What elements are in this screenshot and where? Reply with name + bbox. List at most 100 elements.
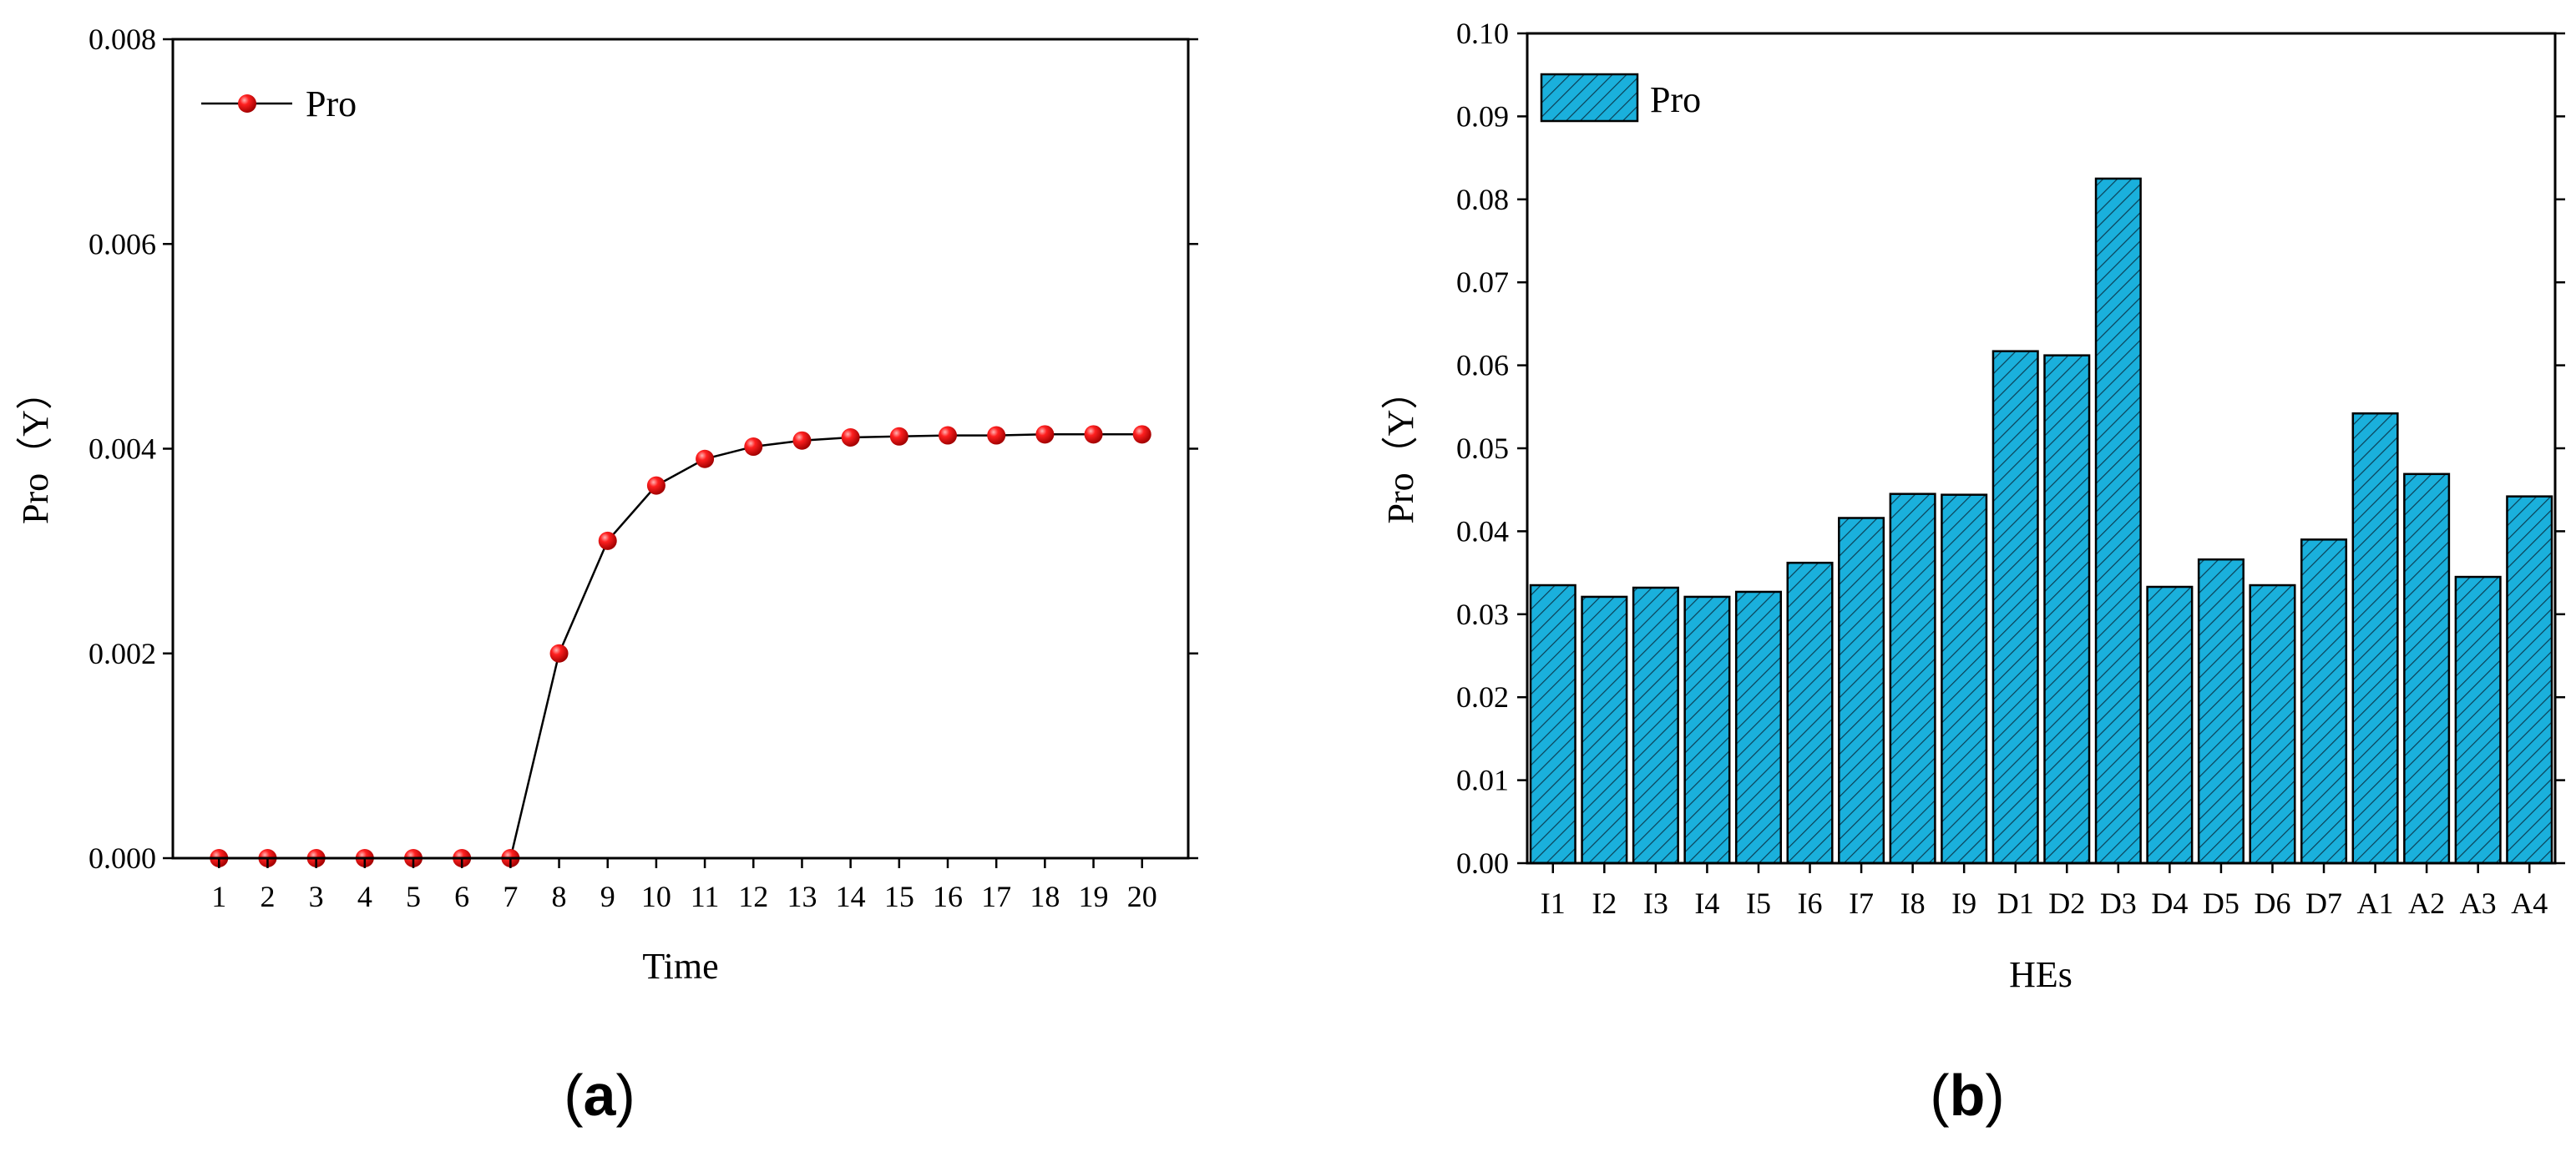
bar-chart-marks [1529,177,2553,865]
bar-i8 [1889,493,1936,865]
data-point [1084,425,1103,444]
x-tick-label: 13 [787,880,817,913]
data-point [1132,425,1151,444]
data-point [889,427,908,446]
x-tick-label: A3 [2460,887,2497,920]
panel-label-a: (a) [564,1063,635,1128]
y-tick-label: 0.06 [1456,349,1509,382]
x-tick-label: A1 [2357,887,2394,920]
bar-d2 [2043,354,2091,865]
y-axis-ticks: 0.00 0.01 0.02 0.03 0.04 0.05 0.06 0.07 0.08 0.09… [1456,17,2565,880]
line-chart-marks [210,425,1151,867]
x-axis-title: HEs [2009,954,2072,995]
bar-a2 [2403,472,2451,865]
x-tick-label: 16 [933,880,963,913]
x-tick-label: D2 [2048,887,2085,920]
y-tick-label: 0.07 [1456,265,1509,299]
data-point [939,426,957,445]
plot-frame [1526,32,2557,865]
bar-d4 [2146,585,2194,865]
data-point [646,476,666,495]
y-tick-label: 0.000 [89,841,156,875]
data-point [696,449,715,468]
series-line-pro [219,433,1142,860]
y-tick-label: 0.08 [1456,183,1509,216]
x-tick-label: D5 [2203,887,2239,920]
data-point [549,644,569,663]
bar-a1 [2351,412,2399,865]
bar-i6 [1786,561,1834,865]
x-tick-label: I2 [1592,887,1617,920]
x-tick-label: 17 [981,880,1011,913]
data-point [744,437,763,457]
x-tick-label: 15 [884,880,914,913]
bar-i3 [1632,586,1679,865]
data-point [987,426,1006,445]
x-tick-label: 8 [552,880,567,913]
bar-i9 [1941,493,1988,865]
bar-i1 [1529,584,1576,865]
x-tick-label: D1 [1997,887,2034,920]
bar-i4 [1683,595,1731,865]
x-tick-label: 12 [738,880,768,913]
y-tick-label: 0.05 [1456,432,1509,465]
y-tick-label: 0.006 [89,227,156,260]
y-tick-label: 0.09 [1456,99,1509,133]
x-tick-label: D4 [2151,887,2188,920]
y-tick-label: 0.008 [89,23,156,56]
bar-d6 [2249,584,2296,865]
y-tick-label: 0.01 [1456,764,1509,797]
y-tick-label: 0.03 [1456,598,1509,631]
x-tick-label: 2 [260,880,275,913]
legend: Pro [1540,73,1701,123]
x-tick-label: I7 [1849,887,1874,920]
x-tick-label: 9 [600,880,615,913]
panel-label-b: (b) [1930,1063,2004,1128]
x-tick-label: 18 [1030,880,1060,913]
y-tick-label: 0.04 [1456,514,1509,548]
y-axis-title: Pro（Y） [15,373,56,524]
y-tick-label: 0.004 [89,432,156,466]
bar-chart-panel: 0.00 0.01 0.02 0.03 0.04 0.05 0.06 0.07 0.08 0.09… [1380,17,2565,1128]
x-tick-label: I1 [1541,887,1566,920]
x-tick-label: A4 [2511,887,2548,920]
bar-d7 [2300,538,2348,865]
bar-d5 [2197,558,2245,865]
data-point [792,431,812,450]
y-tick-label: 0.02 [1456,680,1509,714]
data-point [1035,425,1055,444]
x-tick-label: 19 [1079,880,1109,913]
bar-d1 [1991,350,2039,865]
x-tick-label: I9 [1951,887,1976,920]
x-tick-label: 6 [454,880,469,913]
x-tick-label: 10 [641,880,671,913]
x-tick-label: 20 [1127,880,1157,913]
x-tick-label: I8 [1900,887,1926,920]
legend-marker-swatch [238,94,256,113]
x-tick-label: 3 [309,880,324,913]
y-axis-title: Pro（Y） [1380,373,1421,524]
x-tick-label: I6 [1798,887,1823,920]
y-tick-label: 0.002 [89,637,156,670]
bar-a4 [2506,495,2553,865]
x-tick-label: 1 [211,880,226,913]
x-tick-label: I4 [1694,887,1719,920]
x-tick-label: D6 [2254,887,2290,920]
x-axis-title: Time [642,946,718,987]
x-tick-label: D7 [2305,887,2342,920]
x-tick-label: D3 [2100,887,2137,920]
x-tick-label: 4 [357,880,372,913]
bar-i5 [1734,590,1782,865]
y-tick-label: 0.10 [1456,17,1509,50]
legend: Pro [201,83,357,124]
legend-label: Pro [1650,79,1701,120]
x-tick-label: 7 [503,880,518,913]
x-tick-label: A2 [2408,887,2445,920]
y-tick-label: 0.00 [1456,846,1509,880]
y-axis-ticks: 0.000 0.002 0.004 0.006 0.008 [89,23,1198,875]
bar-i7 [1838,517,1885,865]
legend-swatch [1540,73,1639,123]
bar-i2 [1581,595,1628,865]
x-tick-label: 11 [691,880,720,913]
x-axis-ticks: 1 2 3 4 5 6 7 8 9 10 11 12 13 14 15 16 17 18 19 20 [211,858,1157,913]
